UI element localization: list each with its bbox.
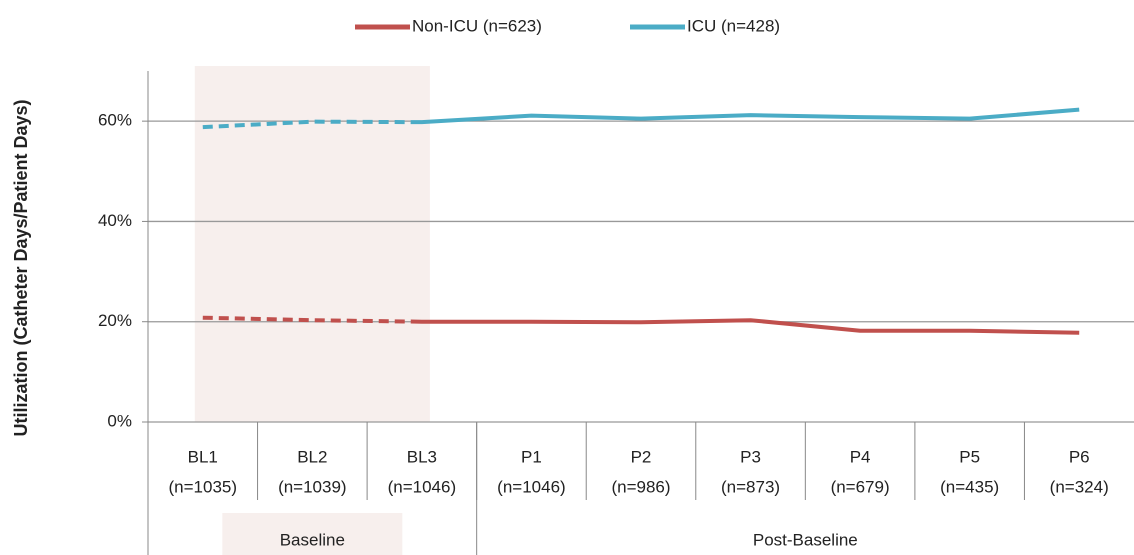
- x-tick-label: P2: [631, 447, 652, 466]
- series-line: [202, 315, 1080, 335]
- y-tick-label: 20%: [98, 311, 132, 330]
- y-tick-label: 0%: [107, 411, 132, 430]
- group-label: Baseline: [280, 530, 345, 549]
- group-shade: [222, 513, 403, 555]
- x-tick-label: P5: [959, 447, 980, 466]
- series-line: [202, 107, 1080, 130]
- x-tick-label: BL1: [188, 447, 218, 466]
- x-count-label: (n=679): [831, 477, 890, 496]
- x-count-label: (n=873): [721, 477, 780, 496]
- x-count-label: (n=986): [611, 477, 670, 496]
- x-count-label: (n=1046): [388, 477, 457, 496]
- x-tick-label: P1: [521, 447, 542, 466]
- y-axis-label: Utilization (Catheter Days/Patient Days): [11, 99, 31, 436]
- y-tick-label: 40%: [98, 211, 132, 230]
- shaded-region: [194, 66, 430, 422]
- x-count-label: (n=1046): [497, 477, 566, 496]
- y-tick-label: 60%: [98, 111, 132, 130]
- legend-label: ICU (n=428): [687, 16, 780, 35]
- x-tick-label: BL3: [407, 447, 437, 466]
- x-count-label: (n=1039): [278, 477, 347, 496]
- x-tick-label: P6: [1069, 447, 1090, 466]
- x-tick-label: P4: [850, 447, 871, 466]
- x-count-label: (n=324): [1050, 477, 1109, 496]
- x-tick-label: P3: [740, 447, 761, 466]
- x-count-label: (n=1035): [169, 477, 238, 496]
- x-count-label: (n=435): [940, 477, 999, 496]
- x-tick-label: BL2: [297, 447, 327, 466]
- legend-label: Non-ICU (n=623): [412, 16, 542, 35]
- group-label: Post-Baseline: [753, 530, 858, 549]
